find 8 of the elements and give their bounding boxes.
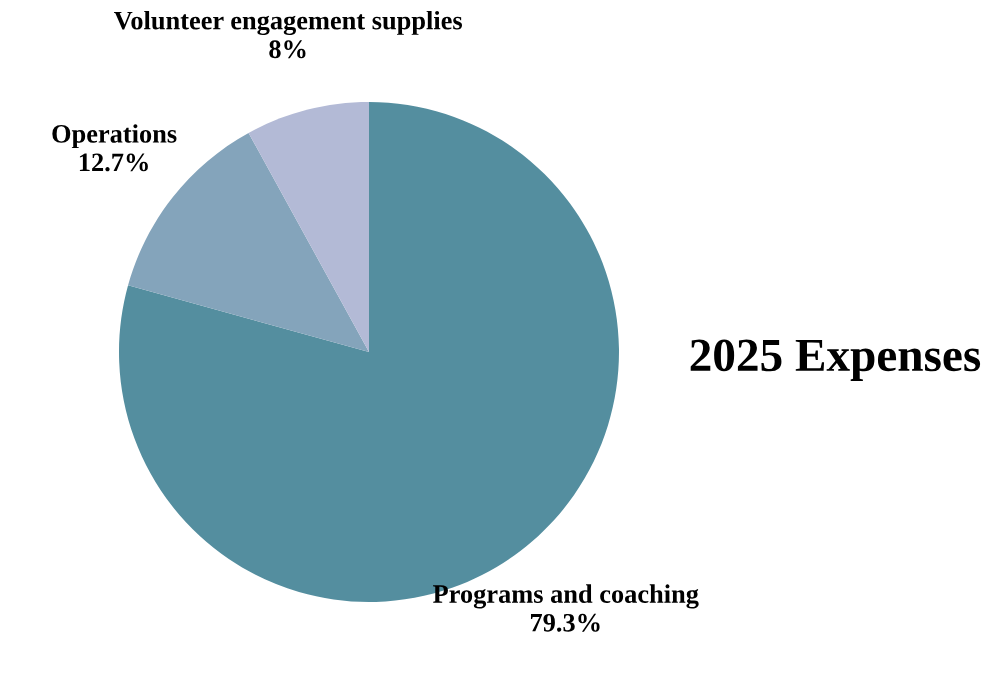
- slice-label: Volunteer engagement supplies: [113, 10, 463, 36]
- pie-slice: [248, 102, 369, 352]
- data-label: 79.3%: [530, 613, 600, 632]
- data-label: 12.7%: [79, 153, 148, 172]
- slice-label: Operations: [52, 124, 177, 149]
- data-label: 8%: [269, 40, 306, 59]
- text: 2025 Expenses: [690, 339, 981, 381]
- slice-label: Programs and coaching: [433, 584, 699, 609]
